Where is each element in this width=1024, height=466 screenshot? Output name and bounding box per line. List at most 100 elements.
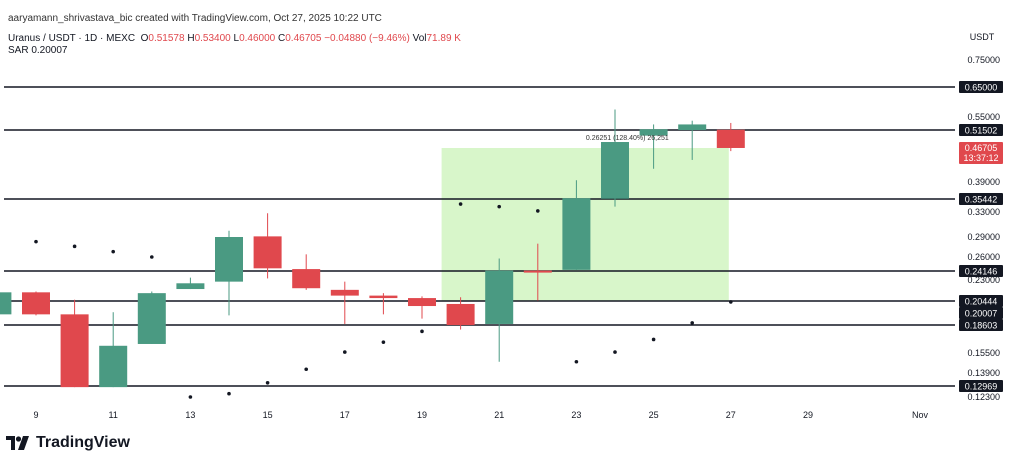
candle-body	[408, 298, 436, 307]
candle-body	[22, 292, 50, 315]
candle-body	[485, 270, 514, 324]
sar-value: 0.20007	[31, 45, 68, 56]
y-tick-label: 0.55000	[967, 112, 1000, 122]
candle-body	[716, 129, 745, 148]
sar-dot	[497, 204, 502, 209]
candle-body	[562, 198, 591, 270]
sar-dot	[227, 391, 231, 396]
y-tick-label: 0.29000	[967, 232, 1000, 242]
candle-12	[137, 291, 166, 344]
x-tick-label: 19	[417, 410, 427, 420]
open-label: O	[140, 33, 149, 44]
y-tick-label: 0.33000	[967, 207, 1000, 217]
sar-badge-bg	[959, 307, 1003, 319]
sar-dot	[265, 380, 270, 385]
sar-dot	[574, 359, 579, 364]
candle-body	[99, 345, 128, 388]
y-tick-label: 0.39000	[967, 177, 1000, 187]
chart-credit: aaryamann_shrivastava_bic created with T…	[8, 13, 382, 24]
brand-name: TradingView	[36, 434, 130, 451]
candle-body	[292, 269, 321, 289]
level-badge: 0.51502	[965, 126, 998, 136]
candle-body	[253, 236, 282, 269]
candle-body	[601, 142, 629, 199]
candle-body	[330, 289, 359, 296]
level-badge: 0.12969	[965, 382, 998, 392]
level-badge: 0.24146	[965, 267, 998, 277]
price-badge-bg	[959, 142, 1003, 164]
level-badge-bg	[959, 295, 1003, 307]
change-value: −0.04880 (−9.46%)	[324, 33, 410, 44]
candle-body	[0, 292, 12, 315]
x-tick-label: 11	[109, 410, 118, 420]
sar-dot	[651, 337, 656, 342]
x-tick-label: 17	[340, 410, 350, 420]
candle-body	[678, 124, 707, 131]
sar-dot	[150, 255, 154, 259]
candle-17	[330, 281, 359, 324]
x-tick-label: Nov	[912, 410, 929, 420]
candle-25	[639, 124, 668, 169]
sar-dot	[690, 321, 694, 325]
candle-body	[369, 295, 398, 299]
candle-body	[639, 129, 668, 136]
level-badge-bg	[959, 380, 1003, 392]
low-label: L	[233, 33, 240, 44]
y-tick-label: 0.23000	[967, 275, 1000, 285]
candle-14	[215, 230, 243, 316]
x-tick-label: 25	[649, 410, 659, 420]
sar-badge: 0.20007	[965, 309, 998, 319]
tradingview-logo-icon	[6, 436, 29, 450]
candle-26	[678, 120, 707, 160]
level-badge: 0.65000	[965, 83, 998, 93]
sar-dot	[729, 300, 733, 304]
symbol-label[interactable]: Uranus / USDT · 1D · MEXC	[8, 33, 136, 44]
price-badge-countdown: 13:37:12	[963, 153, 998, 163]
level-badge-bg	[959, 81, 1003, 93]
candle-body	[137, 293, 166, 344]
sar-label: SAR	[8, 45, 29, 56]
sar-dot	[72, 244, 77, 249]
candle-19	[408, 296, 436, 319]
candle-27	[716, 122, 745, 152]
candle-body	[60, 314, 89, 388]
candle-8	[0, 292, 12, 315]
candle-16	[292, 254, 321, 290]
sar-dot	[613, 350, 617, 354]
close-value: 0.46705	[285, 33, 322, 44]
candle-9	[22, 291, 50, 316]
candle-body	[523, 270, 552, 273]
candle-11	[99, 312, 128, 388]
x-tick-label: 27	[726, 410, 736, 420]
candle-21	[485, 258, 514, 362]
x-tick-label: 13	[185, 410, 195, 420]
candle-23	[562, 180, 591, 270]
volume-value: 71.89 K	[426, 33, 461, 44]
sar-dot	[304, 367, 309, 372]
candle-body	[215, 237, 243, 282]
candle-20	[446, 297, 475, 330]
high-value: 0.53400	[194, 33, 231, 44]
level-badge-bg	[959, 124, 1003, 136]
candle-body	[176, 283, 205, 290]
sar-dot	[343, 350, 347, 354]
level-badge-bg	[959, 319, 1003, 331]
y-tick-label: 0.26000	[967, 252, 1000, 262]
close-label: C	[278, 33, 286, 44]
volume-label: Vol	[412, 33, 427, 44]
x-tick-label: 21	[494, 410, 504, 420]
candle-15	[253, 213, 282, 279]
high-label: H	[187, 33, 195, 44]
open-value: 0.51578	[148, 33, 185, 44]
y-tick-label: 0.13900	[967, 368, 1000, 378]
level-badge: 0.18603	[965, 321, 998, 331]
level-badge-bg	[959, 265, 1003, 277]
sar-legend: SAR 0.20007	[8, 45, 68, 56]
x-tick-label: 23	[571, 410, 581, 420]
candle-22	[523, 243, 552, 301]
y-tick-label: 0.15500	[967, 348, 1000, 358]
currency-label: USDT	[970, 32, 995, 42]
tradingview-brand[interactable]: TradingView	[6, 434, 130, 452]
x-tick-label: 15	[263, 410, 273, 420]
